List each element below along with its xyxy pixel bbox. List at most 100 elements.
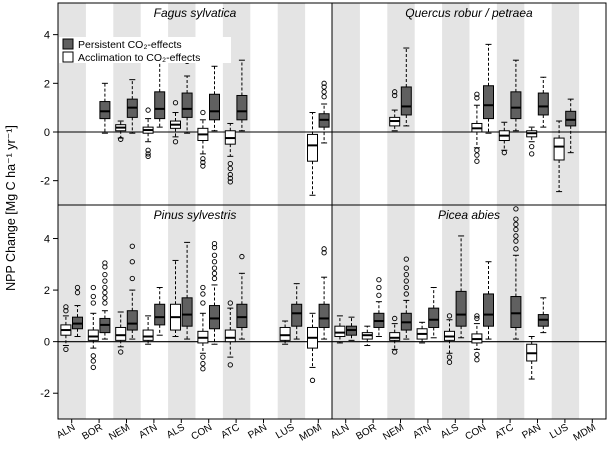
- box-atn-persistent: [154, 287, 166, 336]
- outlier-point: [211, 259, 218, 265]
- box-aln-persistent: [346, 316, 357, 341]
- outlier-point: [129, 259, 135, 265]
- box-atc-persistent: [510, 206, 522, 340]
- outlier-point: [102, 271, 108, 278]
- outlier-point: [102, 284, 108, 291]
- box-body: [142, 329, 154, 341]
- box-body: [389, 332, 401, 341]
- panel-title: Fagus sylvatica: [154, 6, 237, 20]
- outlier-point: [474, 313, 480, 319]
- outlier-point: [376, 277, 382, 283]
- box-body: [334, 325, 346, 337]
- legend-swatch: [62, 51, 74, 63]
- outlier-point: [321, 250, 327, 256]
- outlier-point: [102, 295, 108, 301]
- x-tick-label-mdm: MDM: [298, 422, 324, 443]
- stripe-aln: [58, 205, 86, 419]
- x-tick-label-als: ALS: [439, 422, 461, 441]
- outlier-point: [90, 364, 96, 371]
- outlier-point: [513, 238, 519, 244]
- box-body: [318, 303, 330, 328]
- box-body: [483, 85, 494, 120]
- y-tick-label: 2: [44, 78, 50, 90]
- outlier-point: [309, 377, 316, 383]
- outlier-point: [403, 284, 409, 291]
- panel-title: Quercus robur / petraea: [405, 6, 533, 20]
- box-body: [279, 326, 291, 341]
- outlier-point: [102, 260, 108, 266]
- outlier-point: [239, 253, 245, 260]
- box-atc-acclimation: [224, 122, 236, 185]
- outlier-point: [446, 359, 453, 365]
- box-body: [307, 133, 318, 162]
- outlier-point: [211, 244, 218, 251]
- x-tick-label-nem: NEM: [107, 422, 132, 443]
- outlier-point: [200, 109, 206, 116]
- box-con-acclimation: [471, 91, 483, 164]
- outlier-point: [145, 147, 151, 153]
- box-body: [209, 305, 220, 330]
- box-body: [553, 137, 565, 161]
- box-con-acclimation: [197, 109, 209, 169]
- box-mdm-persistent: [318, 246, 330, 340]
- outlier-point: [200, 159, 206, 166]
- outlier-point: [200, 300, 206, 306]
- panel-3: Pinus sylvestris -2 0 2 4 ALN BOR NEM ATN ALS CON A…: [40, 204, 333, 444]
- outlier-point: [474, 95, 480, 101]
- y-tick-label: 4: [44, 30, 50, 42]
- x-tick-label-atc: ATC: [493, 422, 515, 441]
- box-con-persistent: [483, 43, 494, 134]
- outlier-point: [321, 80, 327, 86]
- stripe-aln: [58, 3, 86, 205]
- panel-title: Pinus sylvestris: [154, 208, 237, 222]
- outlier-point: [200, 366, 206, 372]
- outlier-point: [513, 226, 519, 233]
- outlier-point: [63, 346, 69, 353]
- outlier-point: [74, 290, 81, 296]
- box-con-persistent: [483, 261, 494, 340]
- outlier-point: [474, 158, 480, 164]
- outlier-point: [474, 147, 480, 153]
- box-lus-acclimation: [553, 120, 565, 193]
- legend-label: Acclimation to CO₂-effects: [78, 52, 200, 64]
- outlier-point: [474, 91, 480, 97]
- outlier-point: [200, 360, 206, 367]
- outlier-point: [513, 206, 519, 212]
- x-tick-label-aln: ALN: [329, 422, 351, 441]
- box-bor-persistent: [99, 82, 111, 134]
- outlier-point: [392, 92, 398, 99]
- box-aln-persistent: [72, 284, 83, 337]
- panel-1: Fagus sylvatica -2 0 2 4 Persistent CO₂-effec…: [40, 2, 333, 206]
- outlier-point: [145, 107, 151, 113]
- box-nem-acclimation: [115, 120, 127, 142]
- y-tick-label: -2: [40, 388, 50, 400]
- outlier-point: [90, 358, 96, 364]
- box-atc-persistent: [236, 59, 248, 132]
- stripe-aln: [332, 205, 360, 419]
- box-pan-acclimation: [526, 126, 538, 157]
- outlier-point: [63, 304, 69, 310]
- box-body: [99, 101, 111, 120]
- outlier-point: [211, 241, 218, 247]
- box-atn-acclimation: [142, 107, 154, 159]
- outlier-point: [321, 94, 327, 100]
- box-body: [537, 92, 549, 116]
- panels: Fagus sylvatica -2 0 2 4 Persistent CO₂-effec…: [40, 2, 607, 444]
- outlier-point: [172, 139, 179, 145]
- outlier-point: [513, 233, 519, 239]
- x-tick-label-lus: LUS: [274, 422, 297, 441]
- legend-label: Persistent CO₂-effects: [78, 39, 182, 51]
- box-nem-acclimation: [115, 311, 127, 355]
- outlier-point: [392, 89, 398, 95]
- outlier-point: [129, 275, 135, 282]
- box-atc-acclimation: [224, 300, 236, 368]
- x-tick-label-nem: NEM: [381, 422, 406, 443]
- box-mdm-acclimation: [307, 112, 318, 196]
- stripe-nem: [387, 205, 415, 419]
- x-tick-label-con: CON: [463, 422, 488, 443]
- box-atc-persistent: [510, 59, 522, 132]
- outlier-point: [474, 152, 480, 158]
- x-tick-label-bor: BOR: [354, 422, 378, 442]
- outlier-point: [376, 284, 382, 291]
